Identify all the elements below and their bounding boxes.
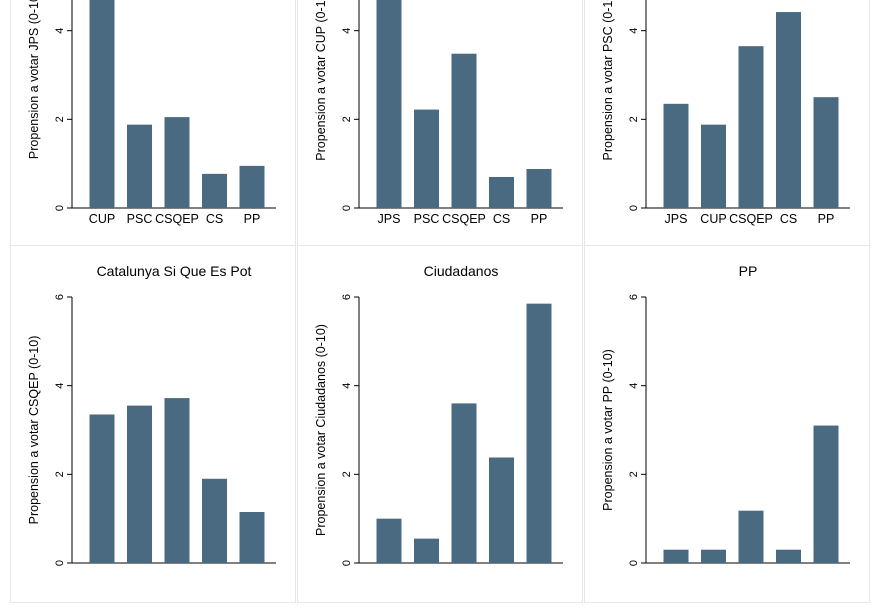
bar [376,518,402,563]
y-tick-label: 4 [341,383,353,389]
y-tick-label: 0 [54,205,66,211]
bar [813,425,839,563]
bar [376,0,402,208]
y-axis-label: Propension a votar CSQEP (0-10) [27,336,41,525]
chart-svg-4: Catalunya Si Que Es Pot 0 2 4 6 Propension a … [10,245,296,603]
bar [89,0,115,208]
chart-panel-6: PP 0 2 4 6 Propension a votar PP (0-10) [584,245,870,603]
bar [701,549,726,563]
bar [164,117,190,208]
y-axis-label: Propension a votar CUP (0-10) [314,0,328,161]
bar [89,414,115,563]
bar [451,53,477,208]
bar [776,12,801,209]
bar [776,549,801,563]
y-tick-label: 2 [341,471,353,477]
bar [526,168,552,208]
y-axis-label: Propension a votar PP (0-10) [601,349,615,511]
bar [414,109,439,208]
x-category-label: PP [818,212,835,226]
bar [202,173,227,208]
chart-panel-4: Catalunya Si Que Es Pot 0 2 4 6 Propension a … [10,245,296,603]
bar [239,512,265,563]
chart-svg-6: PP 0 2 4 6 Propension a votar PP (0-10) [584,245,870,603]
bar [489,457,514,563]
panel-title: Catalunya Si Que Es Pot [97,263,252,279]
bar [738,46,764,208]
y-tick-label: 2 [341,116,353,122]
x-category-label: CSQEP [729,212,773,226]
bar [451,403,477,563]
y-tick-label: 4 [341,28,353,34]
y-tick-label: 6 [341,294,353,300]
y-axis-label: Propension a votar JPS (0-10) [27,0,41,159]
y-tick-label: 2 [54,471,66,477]
panel-title: Ciudadanos [424,263,499,279]
chart-panel-5: Ciudadanos 0 2 4 6 Propension a votar Ciudada… [297,245,583,603]
bar [663,103,689,208]
y-axis-label: Propension a votar Ciudadanos (0-10) [314,324,328,536]
x-category-label: PSC [414,212,440,226]
bar [202,478,227,563]
y-axis-label: Propension a votar PSC (0-10) [601,0,615,160]
panel-title: PP [739,263,758,279]
x-category-label: CS [780,212,797,226]
y-tick-label: 0 [341,205,353,211]
x-category-label: CSQEP [155,212,199,226]
y-tick-label: 0 [54,560,66,566]
x-category-label: CUP [89,212,115,226]
bar [701,124,726,208]
bar [489,176,514,208]
x-category-label: JPS [378,212,401,226]
y-tick-label: 0 [341,560,353,566]
bar [738,510,764,563]
y-tick-label: 0 [628,205,640,211]
bar [813,97,839,208]
bar [127,124,152,208]
bar [164,398,190,563]
y-tick-label: 4 [628,28,640,34]
y-tick-label: 2 [54,116,66,122]
bar [663,549,689,563]
chart-svg-5: Ciudadanos 0 2 4 6 Propension a votar Ciudada… [297,245,583,603]
bar [239,165,265,208]
x-category-label: CUP [700,212,726,226]
y-tick-label: 4 [54,383,66,389]
bar [414,538,439,563]
x-category-label: JPS [665,212,688,226]
bar [526,303,552,563]
y-tick-label: 0 [628,560,640,566]
y-tick-label: 6 [54,294,66,300]
y-tick-label: 2 [628,116,640,122]
x-category-label: PP [531,212,548,226]
bar [127,405,152,563]
x-category-label: CSQEP [442,212,486,226]
y-tick-label: 2 [628,471,640,477]
x-category-label: CS [493,212,510,226]
y-tick-label: 4 [54,28,66,34]
x-category-label: PSC [127,212,153,226]
y-tick-label: 6 [628,294,640,300]
x-category-label: PP [244,212,261,226]
y-tick-label: 4 [628,383,640,389]
x-category-label: CS [206,212,223,226]
